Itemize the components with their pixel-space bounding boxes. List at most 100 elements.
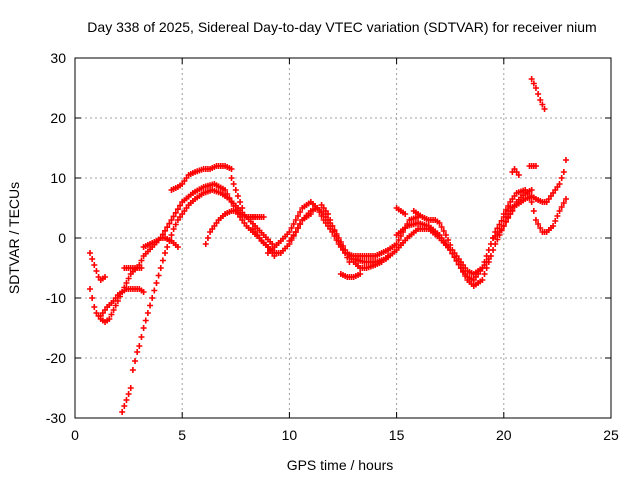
data-point: [524, 191, 531, 197]
data-point: [170, 213, 177, 220]
data-point: [89, 295, 96, 301]
data-point: [204, 235, 211, 241]
data-point: [487, 241, 494, 247]
data-point: [87, 286, 94, 292]
series-sat-c: [97, 286, 147, 319]
data-point: [164, 224, 171, 231]
data-point: [297, 209, 304, 215]
data-point: [144, 310, 151, 316]
data-point: [102, 274, 109, 280]
chart-title: Day 338 of 2025, Sidereal Day-to-day VTE…: [87, 19, 596, 35]
data-point: [147, 302, 154, 309]
data-point: [138, 265, 145, 271]
data-point: [162, 227, 169, 234]
data-point: [125, 391, 132, 397]
data-point: [344, 254, 351, 261]
data-point: [228, 166, 235, 172]
data-point: [159, 257, 166, 264]
grid-lines: [75, 58, 611, 418]
data-point: [560, 169, 567, 175]
data-point: [541, 106, 548, 112]
y-tick-label: -30: [46, 410, 66, 426]
data-point: [230, 181, 237, 187]
series-sat-y: [528, 76, 548, 112]
data-point: [550, 223, 557, 229]
data-point: [89, 256, 96, 262]
data-point: [333, 233, 340, 239]
data-point: [172, 221, 179, 228]
series-sat-u: [500, 187, 569, 235]
data-point: [494, 236, 501, 243]
data-point: [91, 262, 98, 268]
data-point: [395, 237, 402, 243]
data-point: [170, 226, 177, 232]
data-point: [292, 217, 299, 223]
data-point: [292, 229, 299, 235]
data-point: [174, 244, 181, 250]
y-tick-label: 20: [50, 110, 66, 126]
data-point: [502, 218, 509, 225]
data-point: [112, 302, 119, 309]
series-sat-n: [318, 202, 353, 265]
data-point: [232, 187, 239, 193]
data-point: [294, 225, 301, 231]
data-point: [485, 256, 492, 262]
series-sat-a: [87, 250, 109, 283]
series-sat-s: [393, 205, 409, 217]
data-point: [562, 157, 569, 163]
y-tick-label: 30: [50, 50, 66, 66]
data-point: [132, 358, 139, 364]
data-point: [294, 213, 301, 219]
series-sat-t: [490, 208, 516, 241]
data-point: [329, 223, 336, 229]
y-tick-label: 10: [50, 170, 66, 186]
data-point: [125, 275, 132, 282]
data-point: [558, 175, 565, 181]
data-point: [532, 85, 539, 91]
series-sat-v: [543, 157, 569, 205]
data-points: [87, 76, 569, 415]
y-tick-label: -10: [46, 290, 66, 306]
x-axis-label: GPS time / hours: [287, 457, 394, 473]
data-point: [157, 265, 164, 271]
series-sat-r: [410, 208, 492, 277]
data-point: [164, 244, 171, 250]
x-tick-label: 5: [178, 427, 186, 443]
data-point: [340, 246, 346, 252]
data-point: [140, 325, 147, 331]
data-point: [166, 220, 173, 227]
data-point: [127, 385, 134, 391]
data-point: [556, 208, 563, 214]
data-point: [335, 238, 342, 244]
data-point: [123, 397, 130, 403]
data-point: [481, 271, 488, 277]
data-point: [337, 242, 344, 248]
data-point: [357, 271, 364, 277]
data-point: [500, 211, 507, 217]
data-point: [239, 205, 246, 211]
data-point: [260, 214, 267, 220]
x-tick-label: 10: [282, 427, 298, 443]
data-point: [106, 316, 113, 322]
data-point: [554, 213, 561, 219]
data-point: [528, 187, 535, 193]
data-point: [530, 208, 537, 214]
data-point: [91, 304, 98, 310]
series-sat-w: [509, 166, 522, 178]
data-point: [110, 307, 117, 313]
data-point: [108, 311, 115, 318]
series-sat-o: [337, 271, 364, 280]
data-point: [140, 289, 147, 295]
data-point: [537, 97, 544, 103]
data-point: [447, 242, 454, 248]
data-point: [552, 218, 559, 224]
data-point: [445, 237, 452, 243]
data-point: [174, 206, 181, 213]
data-point: [327, 217, 334, 223]
x-tick-label: 25: [603, 427, 619, 443]
data-point: [121, 403, 128, 409]
data-point: [496, 221, 503, 228]
data-point: [500, 223, 507, 229]
data-point: [528, 76, 535, 82]
data-point: [234, 193, 241, 199]
